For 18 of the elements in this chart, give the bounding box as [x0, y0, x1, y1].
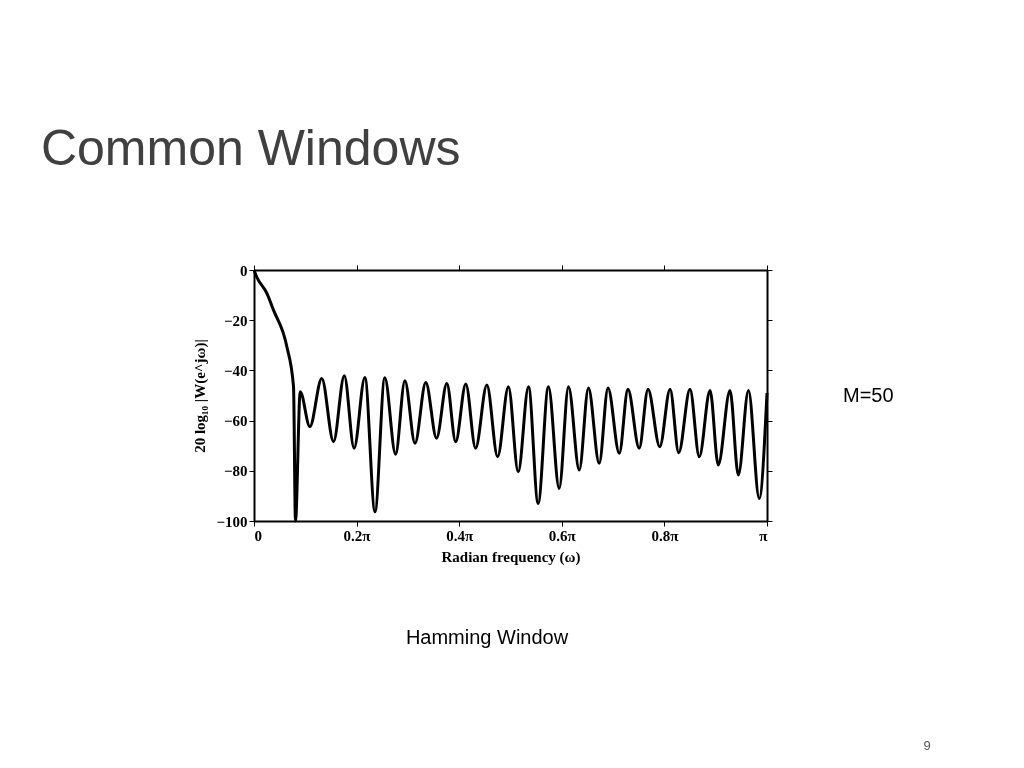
x-tick-label: 0.4π: [446, 527, 474, 544]
x-tick-label: 0.8π: [651, 527, 680, 544]
y-tick-label: −40: [223, 362, 248, 379]
x-tick-label: 0.6π: [548, 527, 577, 544]
y-tick-label: −100: [216, 513, 248, 530]
y-tick-label: 0: [240, 262, 248, 279]
x-tick-label: 0.2π: [343, 527, 372, 544]
x-tick-label: π: [759, 527, 769, 544]
y-tick-label: −60: [223, 413, 248, 430]
y-tick-label: −20: [223, 312, 248, 329]
text: 9: [923, 738, 931, 753]
text: Hamming Window: [405, 626, 569, 648]
x-axis-title: Radian frequency (ω): [441, 548, 581, 566]
y-axis-title: 20 log₁₀ |W(e^jω)|: [192, 339, 210, 453]
x-tick-label: 0: [254, 527, 262, 544]
text: M=50: [843, 384, 894, 406]
chart-title: Common Windows: [40, 120, 461, 176]
y-tick-label: −80: [223, 463, 248, 480]
